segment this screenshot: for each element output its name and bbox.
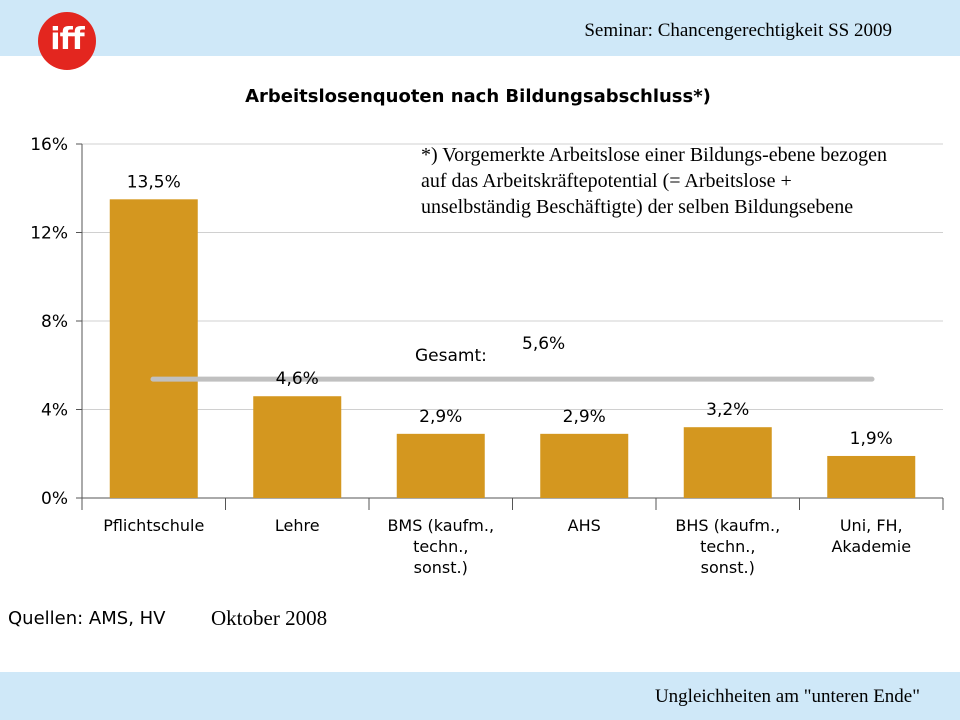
y-tick-label-3: 12%: [30, 224, 68, 244]
chart-title: Arbeitslosenquoten nach Bildungsabschlus…: [245, 86, 711, 107]
iff-logo: iff: [38, 12, 96, 70]
bar-5: [827, 455, 916, 498]
category-label-2: BMS (kaufm., techn., sonst.): [387, 516, 494, 577]
value-label-3: 2,9%: [563, 407, 606, 427]
category-label-1: Lehre: [275, 516, 320, 535]
labels: 0% 4% 8% 12% 16% 13,5% Pflichtschule 4,6% Lehre 2…: [30, 135, 911, 577]
category-label-line: Uni, FH,: [840, 516, 903, 535]
category-label-5: Uni, FH, Akademie: [831, 516, 911, 556]
reference-line-label: Gesamt:: [415, 346, 487, 366]
footer-text: Ungleichheiten am "unteren Ende": [654, 686, 920, 707]
bar-chart: Arbeitslosenquoten nach Bildungsabschlus…: [30, 86, 944, 577]
category-label-0: Pflichtschule: [103, 516, 204, 535]
y-tick-label-4: 16%: [30, 135, 68, 155]
bar-4: [683, 427, 772, 498]
value-label-2: 2,9%: [419, 407, 462, 427]
date-note: Oktober 2008: [211, 606, 328, 630]
bars: [109, 199, 916, 498]
footer-band: [0, 672, 960, 720]
category-label-line: techn.,: [413, 537, 468, 556]
category-label-line: sonst.): [414, 558, 468, 577]
footnote: *) Vorgemerkte Arbeitslose einer Bildung…: [421, 144, 887, 218]
value-label-0: 13,5%: [127, 172, 181, 192]
value-label-5: 1,9%: [850, 429, 893, 449]
y-tick-label-2: 8%: [41, 312, 68, 332]
bar-0: [109, 199, 198, 498]
category-label-line: sonst.): [701, 558, 755, 577]
bar-3: [540, 433, 629, 498]
category-label-line: BMS (kaufm.,: [387, 516, 494, 535]
bar-2: [396, 433, 485, 498]
y-tick-label-1: 4%: [41, 401, 68, 421]
reference-line-value: 5,6%: [522, 334, 565, 354]
category-label-3: AHS: [568, 516, 601, 535]
value-label-4: 3,2%: [706, 400, 749, 420]
seminar-title: Seminar: Chancengerechtigkeit SS 2009: [584, 20, 892, 41]
category-label-line: AHS: [568, 516, 601, 535]
category-label-4: BHS (kaufm., techn., sonst.): [675, 516, 780, 577]
bar-1: [253, 396, 342, 498]
category-label-line: Pflichtschule: [103, 516, 204, 535]
header-band: [0, 0, 960, 56]
axes: [76, 143, 944, 510]
y-tick-label-0: 0%: [41, 489, 68, 509]
value-label-1: 4,6%: [276, 369, 319, 389]
category-label-line: BHS (kaufm.,: [675, 516, 780, 535]
category-label-line: techn.,: [700, 537, 755, 556]
category-label-line: Akademie: [831, 537, 911, 556]
gridlines: [82, 143, 943, 410]
category-label-line: Lehre: [275, 516, 320, 535]
sources-note: Quellen: AMS, HV: [8, 608, 166, 629]
